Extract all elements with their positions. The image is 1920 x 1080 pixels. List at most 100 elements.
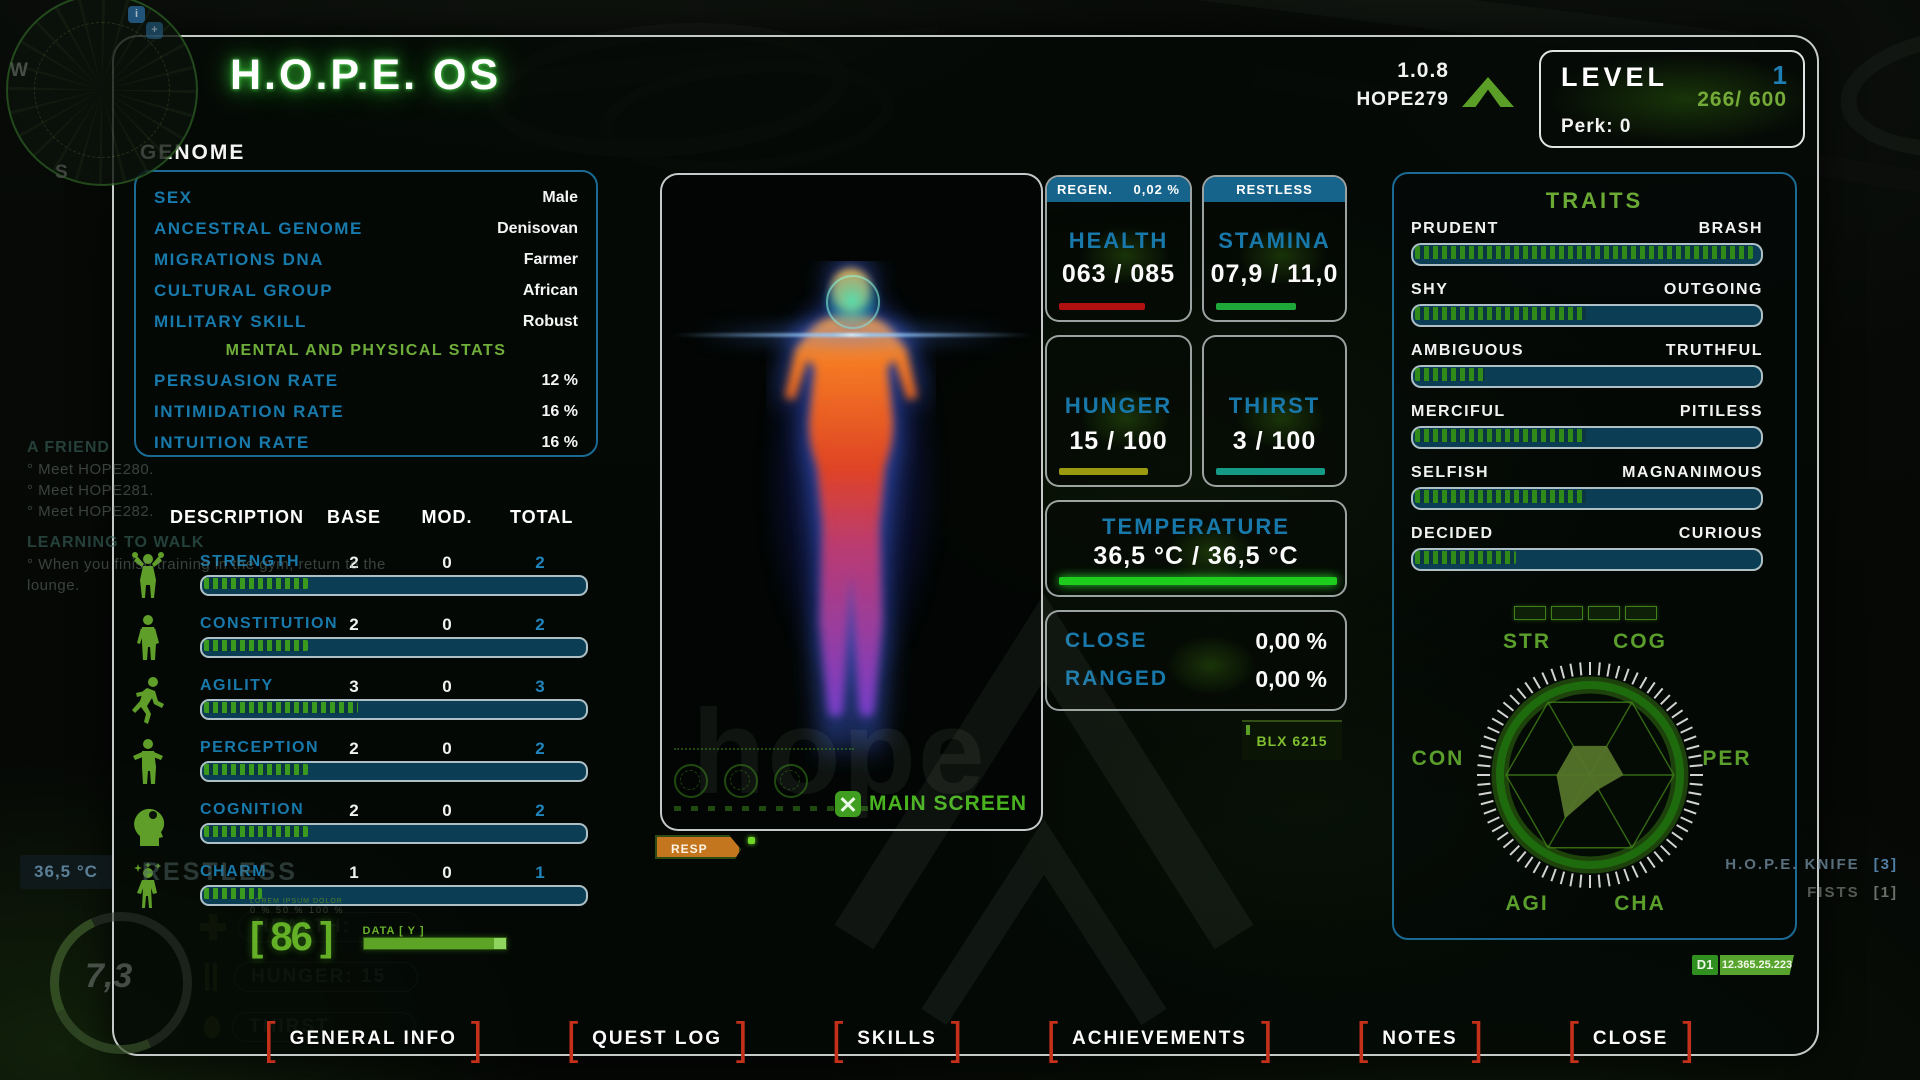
stat-mod: 0: [442, 739, 452, 758]
trait-right-label: OUTGOING: [1663, 281, 1763, 298]
close-value: 0,00 %: [1255, 627, 1327, 654]
tab-quest-log[interactable]: [ QUEST LOG ]: [566, 1013, 747, 1064]
genome-rate-label: PERSUASION RATE: [154, 370, 339, 390]
trait-bar: [1411, 487, 1763, 510]
app-version: 1.0.8: [1397, 59, 1449, 82]
ranged-value: 0,00 %: [1255, 665, 1327, 692]
ceiling-light-ring: [1834, 15, 1920, 169]
radar-axis-label: PER: [1702, 747, 1752, 770]
stamina-panel: RESTLESS STAMINA 07,9 / 11,0: [1202, 175, 1347, 322]
temperature-title: TEMPERATURE: [1102, 514, 1290, 539]
trait-bar: [1411, 243, 1763, 266]
stat-total: 3: [535, 677, 545, 696]
genome-label: MILITARY SKILL: [154, 311, 307, 331]
cognition-icon: [130, 799, 166, 849]
strength-icon: [130, 551, 166, 601]
trait-right-label: CURIOUS: [1678, 525, 1763, 542]
genome-value: African: [522, 281, 578, 299]
bracket-right: ]: [1471, 1013, 1484, 1064]
stat-bar: [200, 699, 588, 720]
thirst-bar: [1216, 468, 1325, 475]
stat-label: CHARM: [200, 863, 268, 880]
radar-axis-label: AGI: [1505, 892, 1549, 915]
genome-value: Robust: [522, 312, 578, 330]
health-value: 063 / 085: [1061, 260, 1176, 288]
main-screen-label: MAIN SCREEN: [868, 792, 1027, 815]
tab-close[interactable]: [ CLOSE ]: [1567, 1013, 1694, 1064]
tab-skills[interactable]: [ SKILLS ]: [831, 1013, 963, 1064]
level-box: LEVEL 1 266/ 600 Perk: 0: [1539, 50, 1805, 148]
tab-label: GENERAL INFO: [289, 1028, 457, 1049]
tab-achievements[interactable]: [ ACHIEVEMENTS ]: [1046, 1013, 1273, 1064]
genome-row: SEX Male: [154, 182, 578, 213]
genome-panel: SEX Male ANCESTRAL GENOME Denisovan MIGR…: [134, 170, 598, 457]
stat-mod: 0: [442, 677, 452, 696]
tab-general-info[interactable]: [ GENERAL INFO ]: [264, 1013, 483, 1064]
level-xp: 266/ 600: [1697, 88, 1787, 111]
resp-indicator-dot: [748, 837, 755, 844]
stat-row: AGILITY 3 0 3: [114, 677, 714, 737]
genome-row: CULTURAL GROUP African: [154, 275, 578, 306]
stat-mod: 0: [442, 615, 452, 634]
bracket-left: [: [1356, 1013, 1369, 1064]
genome-row: MIGRATIONS DNA Farmer: [154, 244, 578, 275]
health-panel: REGEN. 0,02 % HEALTH 063 / 085: [1045, 175, 1192, 322]
tab-label: ACHIEVEMENTS: [1072, 1028, 1247, 1049]
genome-value: Farmer: [523, 250, 578, 268]
stat-bar: [200, 885, 588, 906]
traits-panel: TRAITS PRUDENT BRASH SHY OUTGOING AMBIGU…: [1392, 172, 1797, 940]
stat-bar: [200, 823, 588, 844]
stat-base: 2: [349, 739, 359, 758]
tab-notes[interactable]: [ NOTES ]: [1356, 1013, 1484, 1064]
stat-row: PERCEPTION 2 0 2: [114, 739, 714, 799]
stat-total: 2: [535, 801, 545, 820]
stat-base: 2: [349, 553, 359, 572]
app-title: H.O.P.E. OS: [230, 51, 502, 99]
stat-label: STRENGTH: [200, 553, 300, 570]
genome-rate-value: 16 %: [541, 402, 578, 420]
perk-counter: Perk: 0: [1561, 116, 1632, 137]
stat-mod: 0: [442, 801, 452, 820]
close-x-icon: [834, 791, 861, 817]
stat-bar: [200, 637, 588, 658]
bracket-left: [: [264, 1013, 276, 1064]
trait-right-label: TRUTHFUL: [1665, 342, 1763, 359]
body-scan-panel: hope MAIN SCREEN: [660, 173, 1043, 831]
level-up-chevron-icon: [1462, 77, 1514, 107]
lens-flare: [672, 333, 1032, 337]
bracket-right: ]: [1260, 1013, 1273, 1064]
stat-label: AGILITY: [200, 677, 274, 694]
tab-label: QUEST LOG: [592, 1028, 723, 1049]
attribute-radar-chart: [1455, 640, 1725, 910]
trait-slider: DECIDED CURIOUS: [1411, 525, 1763, 585]
hunger-bar: [1059, 468, 1148, 475]
genome-row: MILITARY SKILL Robust: [154, 306, 578, 337]
trait-slider: SELFISH MAGNANIMOUS: [1411, 464, 1763, 524]
thirst-panel: THIRST 3 / 100: [1202, 335, 1347, 487]
main-screen-toggle[interactable]: MAIN SCREEN: [834, 791, 1027, 817]
trait-left-label: MERCIFUL: [1411, 403, 1506, 420]
level-label: LEVEL: [1561, 62, 1669, 92]
ip-badge: 12.365.25.223: [1720, 955, 1794, 975]
trait-slider: PRUDENT BRASH: [1411, 220, 1763, 280]
genome-rate-label: INTUITION RATE: [154, 432, 310, 452]
genome-label: SEX: [154, 187, 193, 207]
col-total: TOTAL: [510, 507, 574, 527]
head-scan-ring: [826, 275, 880, 329]
stamina-bar: [1216, 303, 1296, 310]
hunger-value: 15 / 100: [1069, 427, 1168, 455]
bracket-right: ]: [1682, 1013, 1694, 1064]
crate-label: BLX 6215: [1242, 720, 1342, 760]
combat-panel: CLOSE 0,00 % RANGED 0,00 %: [1045, 610, 1347, 711]
genome-subheading: MENTAL AND PHYSICAL STATS: [225, 342, 507, 359]
trait-right-label: PITILESS: [1679, 403, 1763, 420]
trait-bar: [1411, 365, 1763, 388]
bracket-left: [: [831, 1013, 844, 1064]
genome-rate-row: INTIMIDATION RATE 16 %: [154, 396, 578, 427]
health-bar: [1059, 303, 1145, 310]
thirst-value: 3 / 100: [1232, 427, 1317, 455]
hologram-body: [778, 261, 924, 752]
bracket-left: [: [566, 1013, 579, 1064]
d1-badge: D1: [1692, 955, 1718, 975]
col-mod: MOD.: [421, 507, 473, 527]
